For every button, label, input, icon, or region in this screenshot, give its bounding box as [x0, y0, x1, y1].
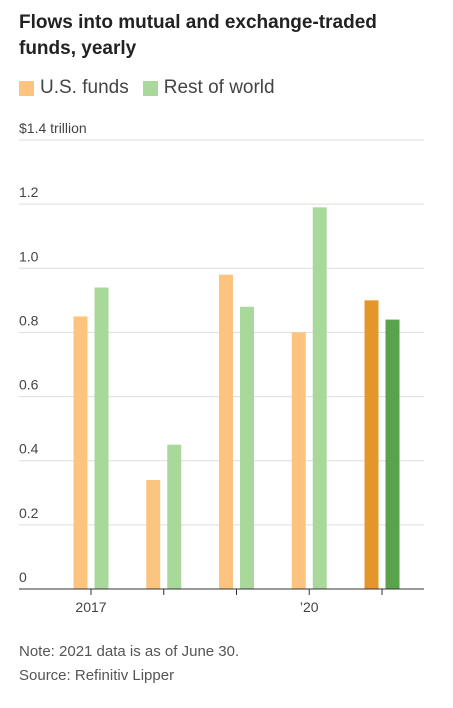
y-tick-label-6: 1.2 — [19, 184, 39, 200]
bar-us-funds-2017 — [73, 316, 88, 589]
legend-item-rest-of-world: Rest of world — [142, 77, 275, 99]
y-tick-label-7: $1.4 trillion — [19, 120, 87, 136]
bar-us-funds-2019 — [219, 274, 233, 589]
y-tick-label-4: 0.8 — [19, 312, 39, 328]
chart-source: Source: Refinitiv Lipper — [19, 667, 175, 684]
bar-rest-of-world-2017 — [94, 287, 109, 589]
bar-us-funds-2020 — [291, 332, 306, 589]
bar-rest-of-world-2019 — [240, 306, 254, 589]
chart-title: Flows into mutual and exchange-traded fu… — [19, 12, 377, 59]
legend-label-rest-of-world: Rest of world — [163, 77, 275, 98]
bar-us-funds-2021 — [364, 300, 379, 589]
legend-item-us-funds: U.S. funds — [19, 77, 129, 99]
y-tick-label-5: 1.0 — [19, 248, 39, 264]
bar-rest-of-world-2020 — [312, 207, 327, 589]
legend-swatch-us-funds — [19, 80, 34, 96]
y-tick-label-2: 0.4 — [19, 441, 39, 457]
bar-rest-of-world-2018 — [167, 444, 182, 589]
legend-swatch-rest-of-world — [142, 80, 158, 96]
y-tick-label-1: 0.2 — [19, 505, 39, 521]
bar-rest-of-world-2021 — [385, 319, 400, 589]
legend: U.S. funds Rest of world — [19, 77, 289, 99]
y-tick-label-3: 0.6 — [19, 377, 39, 393]
x-tick-label-2017: 2017 — [75, 599, 106, 615]
chart-note: Note: 2021 data is as of June 30. — [19, 643, 240, 660]
x-tick-label-2020: ’20 — [300, 599, 319, 615]
bar-us-funds-2018 — [146, 479, 161, 589]
y-tick-label-0: 0 — [19, 569, 27, 585]
legend-label-us-funds: U.S. funds — [40, 77, 129, 98]
